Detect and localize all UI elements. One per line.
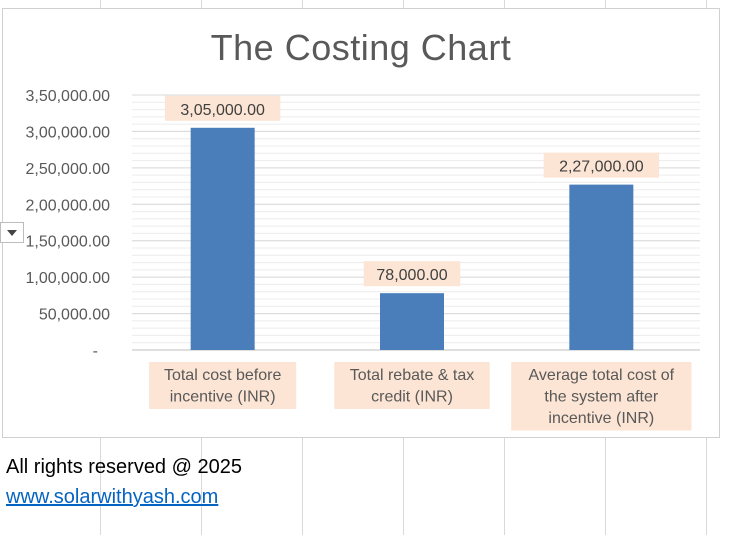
filter-dropdown-button[interactable]	[0, 222, 24, 243]
data-label: 78,000.00	[376, 267, 447, 284]
data-label: 2,27,000.00	[559, 159, 644, 176]
data-label-background	[363, 261, 461, 287]
y-tick-label: 3,50,000.00	[25, 88, 110, 105]
x-tick-label: Average total cost of	[529, 367, 675, 384]
website-link[interactable]: www.solarwithyash.com	[6, 486, 219, 508]
y-tick-label: -	[93, 343, 98, 360]
x-tick-label: credit (INR)	[371, 389, 453, 406]
y-tick-label: 2,00,000.00	[25, 197, 110, 214]
data-label: 3,05,000.00	[180, 102, 265, 119]
category-label-background	[511, 362, 692, 431]
x-tick-label: incentive (INR)	[170, 389, 276, 406]
data-label-background	[543, 152, 660, 178]
y-tick-label: 1,00,000.00	[25, 270, 110, 287]
bar	[380, 293, 444, 350]
y-tick-label: 50,000.00	[39, 307, 110, 324]
x-tick-label: the system after	[544, 389, 658, 406]
category-label-background	[149, 362, 297, 409]
y-tick-label: 1,50,000.00	[25, 234, 110, 251]
copyright-text: All rights reserved @ 2025	[6, 456, 242, 478]
x-tick-label: Total cost before	[164, 367, 282, 384]
x-tick-label: incentive (INR)	[548, 410, 654, 427]
bar	[569, 184, 634, 350]
chart-title: The Costing Chart	[210, 27, 512, 68]
bar	[190, 127, 255, 351]
data-label-background	[164, 95, 281, 121]
x-tick-label: Total rebate & tax	[350, 367, 475, 384]
y-tick-label: 3,00,000.00	[25, 124, 110, 141]
chevron-down-icon	[7, 229, 17, 236]
category-label-background	[334, 362, 490, 409]
y-tick-label: 2,50,000.00	[25, 161, 110, 178]
